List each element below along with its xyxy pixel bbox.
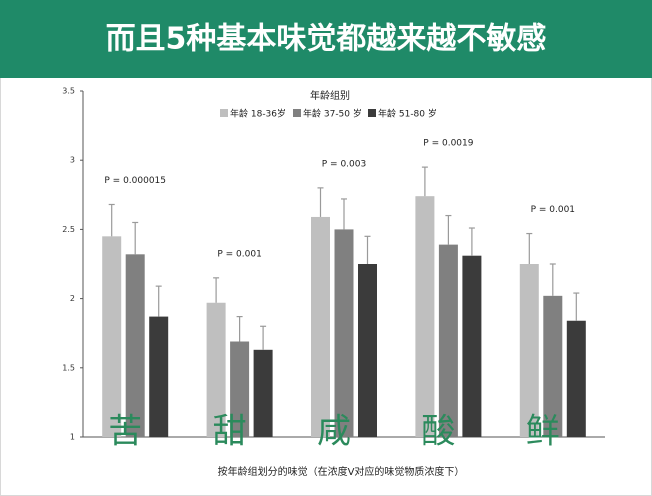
category-label: 鲜: [526, 412, 560, 452]
legend-label: 年龄 51-80 岁: [378, 108, 437, 120]
p-value-label: P = 0.0019: [423, 139, 473, 149]
error-bar: [341, 198, 347, 230]
bar: [334, 229, 354, 437]
y-tick-label: 3.5: [62, 87, 75, 96]
error-bar: [317, 187, 324, 217]
y-tick-label: 3: [70, 156, 75, 165]
p-value-label: P = 0.000015: [104, 176, 166, 186]
bar: [206, 302, 226, 437]
bar: [230, 341, 250, 437]
category-label: 咸: [317, 412, 351, 452]
bar: [358, 264, 377, 437]
legend-label: 年龄 37-50 岁: [303, 108, 362, 120]
legend-title: 年龄组别: [310, 89, 350, 102]
bar: [566, 320, 586, 437]
category-label: 苦: [108, 412, 142, 452]
error-bar: [260, 325, 267, 350]
error-bar: [108, 203, 115, 237]
y-tick-label: 1: [70, 433, 75, 442]
legend-swatch: [368, 109, 376, 117]
y-tick-label: 2.5: [62, 225, 75, 234]
bar: [438, 244, 458, 437]
error-bar: [526, 232, 533, 264]
chart-title: 而且5种基本味觉都越来越不敏感: [106, 22, 547, 57]
error-bar: [155, 285, 162, 317]
error-bar: [421, 166, 428, 197]
error-bar: [364, 235, 371, 264]
bar: [519, 264, 539, 437]
p-value-label: P = 0.003: [322, 159, 366, 169]
bar: [102, 236, 122, 437]
error-bar: [236, 315, 243, 342]
legend-label: 年龄 18-36岁: [230, 108, 286, 120]
error-bar: [468, 227, 475, 256]
error-bar: [549, 263, 556, 296]
category-label: 酸: [421, 412, 455, 452]
x-axis-title: 按年龄组划分的味觉（在浓度V对应的味觉物质浓度下）: [218, 465, 465, 478]
error-bar: [445, 214, 452, 245]
bar: [415, 196, 435, 437]
error-bar: [213, 277, 220, 303]
error-bar: [573, 292, 580, 321]
p-value-label: P = 0.001: [217, 249, 261, 259]
bar: [125, 254, 145, 437]
bar: [543, 295, 563, 437]
p-value-label: P = 0.001: [531, 205, 575, 215]
category-label: 甜: [213, 412, 247, 452]
bar: [311, 216, 330, 437]
bar: [462, 255, 482, 437]
bar: [253, 349, 273, 437]
legend-swatch: [220, 109, 228, 117]
error-bar: [132, 221, 139, 255]
header-band: [0, 0, 652, 78]
y-tick-label: 1.5: [62, 363, 75, 372]
bar: [149, 316, 169, 437]
y-tick-label: 2: [70, 294, 75, 303]
legend-swatch: [293, 109, 301, 117]
